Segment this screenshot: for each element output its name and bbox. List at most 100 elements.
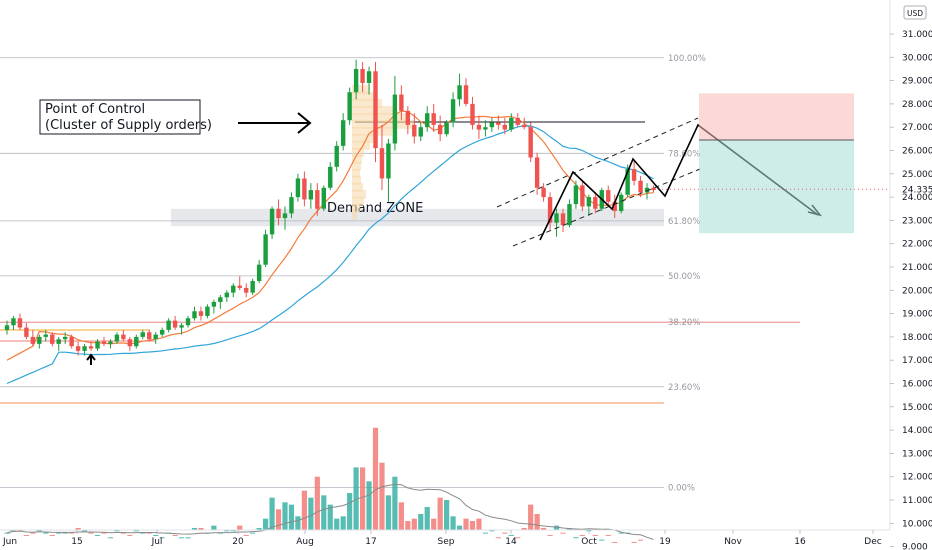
candle-body [205,306,210,316]
candle-body [50,334,55,344]
volume-bar [275,509,282,530]
volume-bar [489,530,495,532]
candle-body [166,320,171,330]
volume-bar [327,504,333,530]
candle-body [470,103,475,125]
candle-body [289,197,294,214]
volume-bar [463,518,469,530]
volume-bar [573,537,579,539]
volume-bar [295,516,301,530]
candle-body [651,187,656,191]
volume-bar [405,520,411,530]
currency-badge[interactable] [903,5,927,20]
volume-bar [540,527,547,530]
candlesticks [4,59,656,356]
candle-body [211,301,217,307]
candle-body [444,122,449,135]
volume-bar [146,532,152,534]
volume-bar [469,520,476,530]
volume-bar [75,527,81,530]
candle-body [263,234,268,265]
candle-body [586,197,592,207]
volume-bar [243,534,249,536]
candle-body [450,99,456,123]
candle-body [334,145,339,167]
candle-body [269,208,275,235]
volume-profile-bar [352,140,370,150]
volume-bar [379,462,385,530]
candle-body [437,124,443,135]
poc-annotation-line1: Point of Control [45,102,145,117]
candle-body [17,318,23,328]
y-tick-label: 30.000 [902,53,932,63]
volume-bar [340,516,346,530]
volume-bar [411,518,417,530]
candle-body [353,68,359,93]
y-tick-label: 9.000 [902,543,928,550]
candle-body [147,332,152,340]
moving-average-long-line [6,124,654,385]
x-tick-label: Jun [2,537,17,547]
volume-bar [618,532,624,534]
candle-body [618,194,624,212]
candle-body [625,169,630,195]
volume-bar [81,530,88,532]
volume-bar [631,541,637,543]
x-tick-label: Oct [581,537,597,547]
candle-body [237,285,242,288]
volume-profile-bar [352,133,378,143]
candle-body [114,334,120,342]
volume-bar [353,467,359,530]
demand-zone-band [171,208,664,227]
candle-body [366,71,372,83]
volume-bar [579,534,585,536]
candle-body [379,148,385,179]
volume-bar [10,530,17,532]
x-tick-label: 20 [232,537,244,547]
volume-bar [133,530,139,532]
volume-bar [62,532,68,534]
stop-loss-zone [699,93,854,141]
volume-profile-bar [352,105,394,115]
zigzag-pattern-line [539,123,819,241]
candle-body [476,124,482,130]
volume-bar [528,504,534,530]
moving-average-short-line [6,110,654,361]
volume-bar [515,537,521,539]
volume-bar [250,532,256,534]
currency-badge-label[interactable]: USD [907,9,923,18]
volume-bar [605,534,611,536]
y-tick-label: 13.000 [902,449,932,459]
volume-bar [256,527,262,530]
candle-body [606,190,611,202]
fib-level-label: 61.80% [668,217,700,227]
candle-body [276,208,281,219]
volume-bar [49,534,55,536]
candle-body [101,341,107,344]
up-arrow-head [86,353,96,361]
volume-bar [237,525,243,530]
volume-bar [30,532,36,534]
volume-bar [185,537,191,539]
volume-bar [217,532,223,534]
candle-body [593,197,598,209]
volume-bar [450,516,456,530]
y-tick-label: 11.000 [902,496,932,506]
last-price-label: 24.335 [902,185,932,195]
x-tick-label: Sep [438,537,455,547]
volume-bar [88,532,94,534]
volume-bar [418,513,424,530]
volume-bar [592,534,598,536]
volume-profile-bar [352,91,376,101]
candle-body [159,329,165,335]
volume-bar [56,532,62,534]
demand-zone-label: Demand ZONE [327,201,423,216]
candle-body [30,336,36,344]
y-tick-label: 14.000 [902,426,932,436]
candle-body [134,336,139,347]
candle-body [457,85,462,100]
candle-body [567,204,572,226]
candle-body [11,318,16,326]
candle-body [373,71,378,149]
